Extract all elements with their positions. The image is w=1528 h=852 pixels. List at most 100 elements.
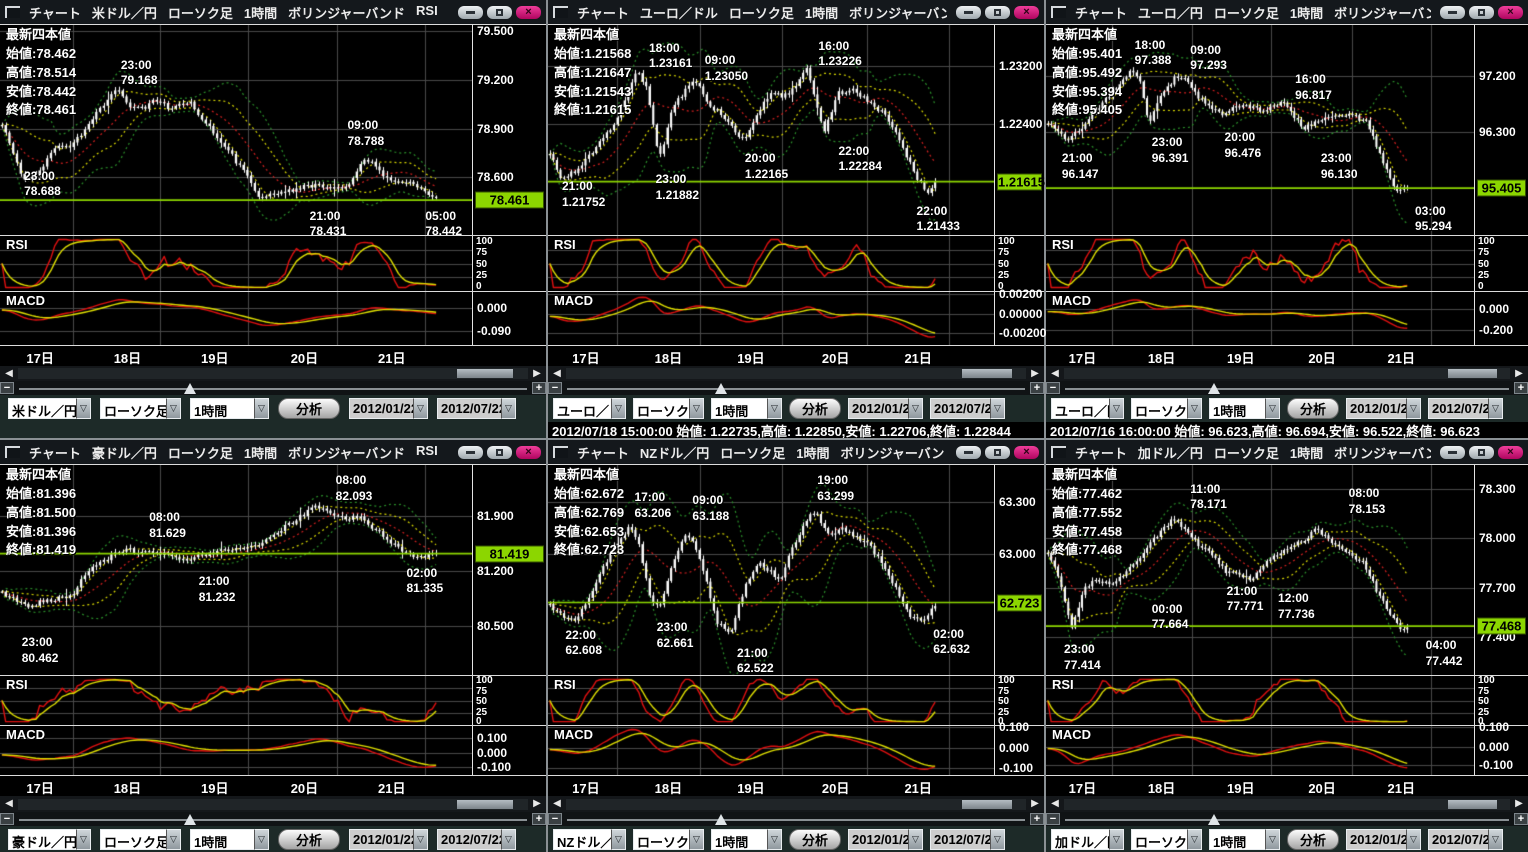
candlestick-canvas[interactable]	[548, 25, 994, 235]
zoom-slider-track[interactable]	[14, 382, 532, 395]
minimize-button[interactable]	[956, 5, 981, 19]
rsi-canvas[interactable]	[1046, 676, 1474, 725]
zoom-slider-track[interactable]	[1060, 382, 1514, 395]
horizontal-scrollbar[interactable]: ◀ ▶	[548, 796, 1044, 812]
pair-dropdown-icon[interactable]: ▽	[611, 828, 626, 850]
date-from-select[interactable]: 2012/01/22	[848, 828, 908, 850]
scrollbar-thumb[interactable]	[456, 369, 513, 378]
scroll-right-icon[interactable]: ▶	[533, 798, 541, 809]
minimize-button[interactable]	[458, 5, 483, 19]
candlestick-canvas[interactable]	[548, 465, 994, 675]
chart-type-select[interactable]: ローソク足	[100, 828, 166, 850]
candlestick-chart-pane[interactable]: 08:00 82.093 08:00 81.629 21:00 81.232 02:00 81…	[0, 464, 546, 676]
window-titlebar[interactable]: チャート 米ドル／円 ローソク足 1時間 ボリンジャーバンド RSI MACD …	[0, 0, 546, 24]
zoom-slider-track[interactable]	[562, 813, 1030, 826]
zoom-out-button[interactable]: −	[1046, 382, 1060, 394]
chart-type-dropdown-icon[interactable]: ▽	[1187, 828, 1202, 850]
chart-type-select[interactable]: ローソク足	[100, 398, 166, 419]
rsi-canvas[interactable]	[548, 236, 994, 291]
scroll-right-icon[interactable]: ▶	[533, 367, 541, 379]
window-menu-icon[interactable]	[5, 446, 20, 458]
timeframe-select[interactable]: 1時間	[190, 398, 254, 419]
rsi-pane[interactable]: RSI 100 75 50 25 0	[548, 676, 1044, 727]
date-from-select[interactable]: 2012/01/22	[1346, 398, 1406, 419]
scrollbar-track[interactable]	[18, 798, 528, 810]
date-to-dropdown-icon[interactable]: ▽	[1488, 828, 1503, 850]
chart-type-select[interactable]: ローソク足	[1131, 398, 1187, 419]
pair-select[interactable]: NZドル／円	[553, 828, 611, 850]
window-titlebar[interactable]: チャート ユーロ／ドル ローソク足 1時間 ボリンジャーバンド RSI MACD…	[548, 0, 1044, 24]
scroll-right-icon[interactable]: ▶	[1031, 798, 1039, 809]
macd-pane[interactable]: MACD 0.100 0.000 -0.100	[0, 726, 546, 776]
date-from-dropdown-icon[interactable]: ▽	[413, 828, 428, 850]
scroll-right-icon[interactable]: ▶	[1515, 367, 1523, 379]
date-to-select[interactable]: 2012/07/22	[930, 828, 990, 850]
macd-canvas[interactable]	[1046, 726, 1474, 775]
rsi-canvas[interactable]	[1046, 236, 1474, 291]
chart-type-dropdown-icon[interactable]: ▽	[166, 398, 181, 419]
scrollbar-track[interactable]	[1064, 368, 1510, 379]
pair-select[interactable]: 豪ドル／円	[8, 828, 76, 850]
horizontal-scrollbar[interactable]: ◀ ▶	[1046, 366, 1528, 381]
timeframe-dropdown-icon[interactable]: ▽	[767, 828, 782, 850]
date-to-select[interactable]: 2012/07/22	[930, 398, 990, 419]
rsi-canvas[interactable]	[0, 676, 472, 725]
rsi-pane[interactable]: RSI 100 75 50 25 0	[1046, 676, 1528, 727]
zoom-out-button[interactable]: −	[0, 382, 14, 394]
maximize-button[interactable]	[1469, 5, 1494, 19]
date-from-dropdown-icon[interactable]: ▽	[413, 398, 428, 419]
minimize-button[interactable]	[956, 445, 981, 459]
timeframe-dropdown-icon[interactable]: ▽	[254, 828, 269, 850]
zoom-slider[interactable]: − +	[548, 812, 1044, 826]
date-from-dropdown-icon[interactable]: ▽	[908, 398, 923, 419]
zoom-slider-track[interactable]	[562, 382, 1030, 395]
macd-canvas[interactable]	[0, 726, 472, 775]
scrollbar-track[interactable]	[566, 368, 1026, 379]
scroll-left-icon[interactable]: ◀	[1051, 798, 1059, 809]
maximize-button[interactable]	[985, 445, 1010, 459]
macd-pane[interactable]: MACD 0.00200 0.00000 -0.00200	[548, 287, 1046, 346]
scroll-right-icon[interactable]: ▶	[1515, 798, 1523, 809]
macd-pane[interactable]: MACD 0.000 -0.090	[0, 292, 546, 346]
pair-dropdown-icon[interactable]: ▽	[76, 828, 91, 850]
date-to-select[interactable]: 2012/07/22	[437, 828, 501, 850]
pair-select[interactable]: 米ドル／円	[8, 398, 76, 419]
chart-type-dropdown-icon[interactable]: ▽	[1187, 398, 1202, 419]
pair-select[interactable]: ユーロ／円	[1051, 398, 1109, 419]
macd-pane[interactable]: MACD 0.100 0.000 -0.100	[548, 720, 1044, 776]
candlestick-chart-pane[interactable]: 19:00 63.299 17:00 63.206 09:00 63.188 23:00 62…	[548, 464, 1044, 676]
window-menu-icon[interactable]	[1051, 446, 1066, 458]
maximize-button[interactable]	[487, 445, 512, 459]
zoom-in-button[interactable]: +	[1030, 382, 1044, 394]
date-from-dropdown-icon[interactable]: ▽	[908, 828, 923, 850]
scrollbar-track[interactable]	[18, 368, 528, 379]
timeframe-dropdown-icon[interactable]: ▽	[1265, 828, 1280, 850]
scrollbar-thumb[interactable]	[1447, 369, 1497, 378]
timeframe-select[interactable]: 1時間	[1209, 828, 1265, 850]
close-button[interactable]: ×	[1498, 445, 1523, 459]
maximize-button[interactable]	[1469, 445, 1494, 459]
scrollbar-thumb[interactable]	[1447, 799, 1497, 809]
timeframe-select[interactable]: 1時間	[711, 828, 767, 850]
zoom-slider-thumb[interactable]	[715, 382, 728, 394]
scrollbar-thumb[interactable]	[456, 799, 513, 809]
scroll-right-icon[interactable]: ▶	[1031, 367, 1039, 379]
analyze-button[interactable]: 分析	[278, 398, 340, 419]
close-button[interactable]: ×	[1498, 5, 1523, 19]
minimize-button[interactable]	[1440, 5, 1465, 19]
zoom-in-button[interactable]: +	[1030, 813, 1044, 825]
date-from-select[interactable]: 2012/01/22	[349, 828, 413, 850]
date-to-select[interactable]: 2012/07/22	[1428, 828, 1488, 850]
date-from-select[interactable]: 2012/01/22	[1346, 828, 1406, 850]
candlestick-chart-pane[interactable]: 18:00 1.23161 09:00 1.23050 16:00 1.23226 20:0…	[548, 24, 1045, 236]
timeframe-dropdown-icon[interactable]: ▽	[1265, 398, 1280, 419]
scroll-left-icon[interactable]: ◀	[1051, 367, 1059, 379]
close-button[interactable]: ×	[516, 5, 541, 19]
zoom-slider[interactable]: − +	[1046, 381, 1528, 395]
window-menu-icon[interactable]	[553, 446, 568, 458]
rsi-canvas[interactable]	[0, 236, 472, 291]
window-titlebar[interactable]: チャート NZドル／円 ローソク足 1時間 ボリンジャーバンド RSI MACD…	[548, 440, 1044, 464]
window-menu-icon[interactable]	[5, 6, 20, 18]
timeframe-select[interactable]: 1時間	[190, 828, 254, 850]
timeframe-select[interactable]: 1時間	[1209, 398, 1265, 419]
